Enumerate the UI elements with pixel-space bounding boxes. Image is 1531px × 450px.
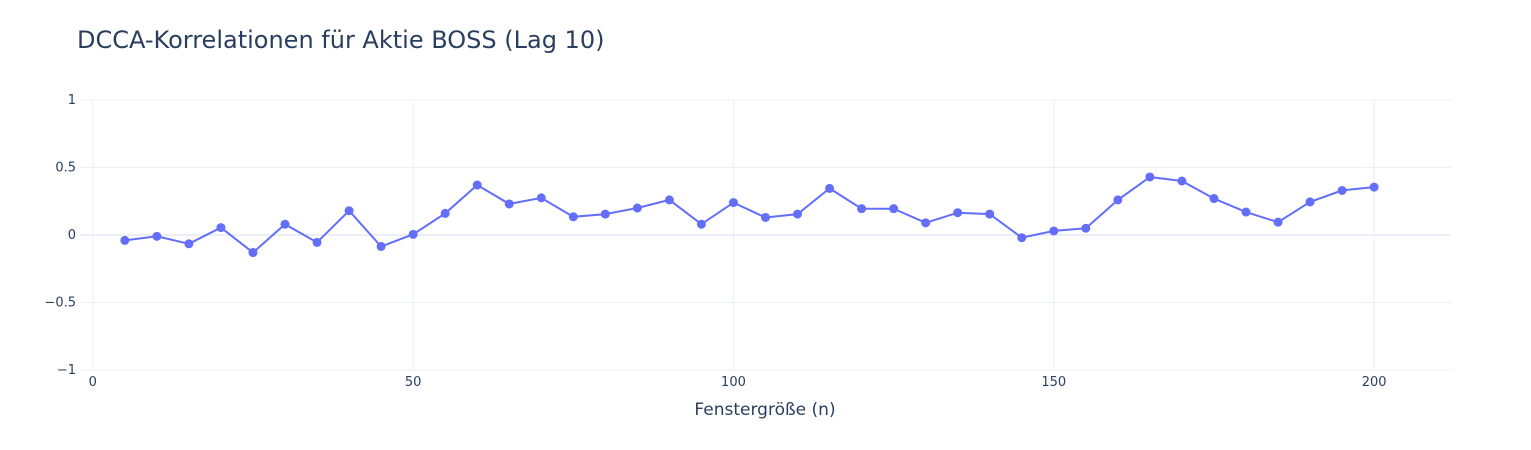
data-point[interactable] [1177, 176, 1187, 186]
y-tick-label: −0.5 [44, 296, 76, 311]
data-point[interactable] [921, 218, 931, 228]
data-point[interactable] [632, 203, 642, 213]
data-point[interactable] [312, 237, 322, 247]
tick-labels: 0 50 100 150 200 1 0.5 0 −0.5 −1 [44, 93, 1386, 390]
x-tick-label: 100 [721, 375, 746, 390]
data-point[interactable] [1209, 194, 1219, 204]
data-point[interactable] [953, 208, 963, 218]
data-points [120, 172, 1379, 258]
data-point[interactable] [1017, 233, 1027, 243]
data-point[interactable] [1369, 182, 1379, 192]
y-tick-label: −1 [57, 363, 76, 378]
data-point[interactable] [1113, 195, 1123, 205]
data-point[interactable] [376, 241, 386, 251]
data-point[interactable] [280, 219, 290, 229]
data-point[interactable] [889, 204, 899, 214]
data-point[interactable] [504, 199, 514, 209]
data-point[interactable] [696, 219, 706, 229]
x-tick-label: 50 [405, 375, 422, 390]
data-point[interactable] [1305, 197, 1315, 207]
series-line [124, 175, 1375, 254]
data-point[interactable] [825, 183, 835, 193]
data-point[interactable] [1337, 185, 1347, 195]
data-point[interactable] [1273, 217, 1283, 227]
x-tick-label: 150 [1041, 375, 1066, 390]
data-point[interactable] [985, 209, 995, 219]
data-point[interactable] [793, 209, 803, 219]
data-point[interactable] [1049, 226, 1059, 236]
y-tick-label: 0.5 [55, 161, 76, 176]
data-point[interactable] [1241, 207, 1251, 217]
data-point[interactable] [536, 193, 546, 203]
x-axis-title: Fenstergröße (n) [694, 400, 835, 420]
data-point[interactable] [1145, 172, 1155, 182]
data-point[interactable] [248, 248, 258, 258]
data-point[interactable] [440, 208, 450, 218]
data-point[interactable] [664, 195, 674, 205]
x-tick-label: 0 [89, 375, 97, 390]
data-point[interactable] [857, 204, 867, 214]
x-tick-label: 200 [1362, 375, 1387, 390]
data-point[interactable] [120, 235, 130, 245]
data-point[interactable] [568, 212, 578, 222]
data-point[interactable] [1081, 223, 1091, 233]
chart-title: DCCA-Korrelationen für Aktie BOSS (Lag 1… [77, 26, 605, 54]
data-point[interactable] [344, 206, 354, 216]
grid-lines [80, 99, 1451, 371]
data-point[interactable] [408, 229, 418, 239]
data-point[interactable] [184, 239, 194, 249]
data-point[interactable] [152, 231, 162, 241]
data-point[interactable] [216, 223, 226, 233]
data-point[interactable] [761, 212, 770, 222]
data-point[interactable] [472, 180, 482, 190]
data-point[interactable] [728, 198, 738, 208]
data-point[interactable] [600, 209, 610, 219]
y-tick-label: 1 [68, 93, 76, 108]
y-tick-label: 0 [68, 228, 76, 243]
